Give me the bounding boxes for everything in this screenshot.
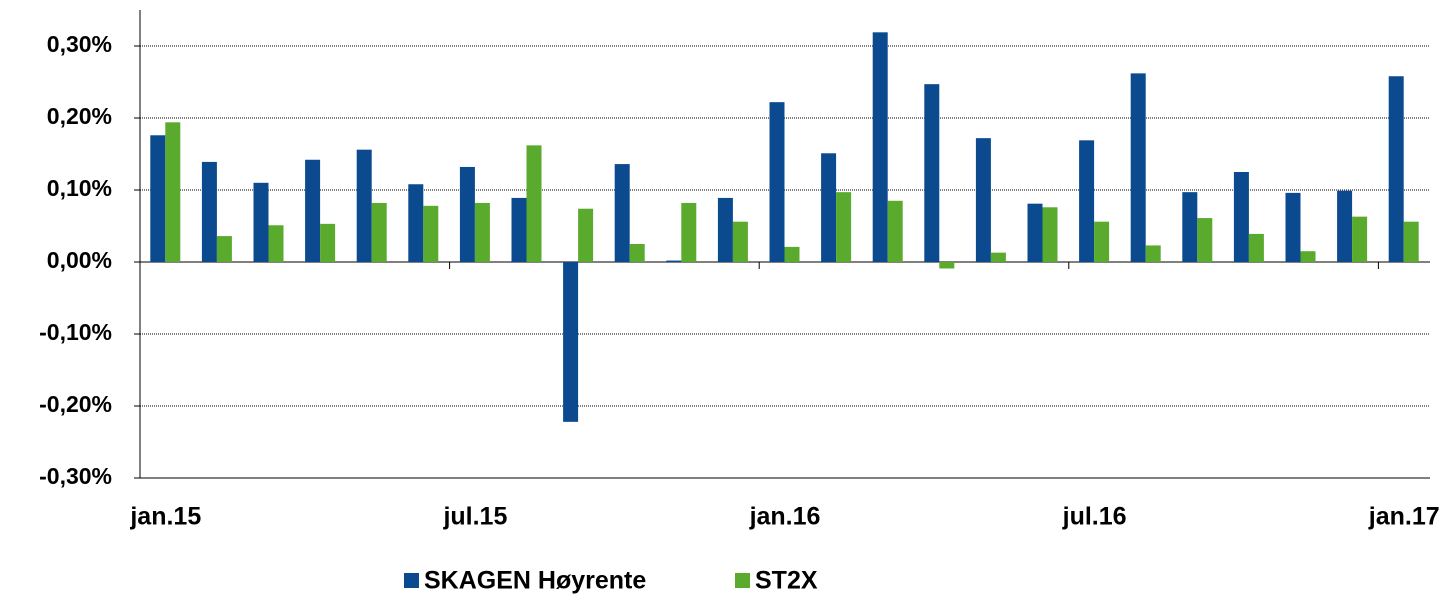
bar (614, 164, 630, 262)
bar (1182, 192, 1198, 262)
bar (732, 221, 748, 262)
bar (578, 208, 594, 262)
bar (939, 262, 955, 269)
bar (150, 135, 166, 262)
bar (1233, 172, 1249, 262)
y-tick-label: -0,20% (39, 391, 112, 417)
bar (305, 159, 321, 262)
bar (201, 161, 217, 262)
x-tick-label: jan.15 (129, 503, 201, 531)
bar (216, 236, 232, 262)
y-tick-label: -0,10% (39, 319, 112, 345)
bar (253, 182, 269, 262)
y-tick-label: 0,20% (47, 103, 112, 129)
bar (1337, 190, 1353, 262)
bar (408, 184, 424, 262)
bar (1300, 251, 1316, 262)
bar (1403, 221, 1419, 262)
bar (717, 197, 733, 262)
x-tick-label: jan.17 (1368, 503, 1440, 531)
legend-label: SKAGEN Høyrente (424, 567, 646, 595)
bar (887, 200, 903, 262)
bar (1248, 233, 1264, 262)
bar (784, 246, 800, 262)
y-tick-label: 0,10% (47, 175, 112, 201)
x-tick-label: jan.16 (749, 503, 821, 531)
bar (511, 197, 527, 262)
legend-swatch (404, 573, 419, 588)
bar (1388, 76, 1404, 263)
bar (769, 102, 785, 262)
y-tick-label: 0,00% (47, 247, 112, 273)
bar (1352, 216, 1368, 262)
y-tick-label: 0,30% (47, 31, 112, 57)
bar (666, 260, 682, 262)
bar (165, 122, 181, 262)
bar (1285, 192, 1301, 262)
y-tick-label: -0,30% (39, 463, 112, 489)
bar (629, 244, 645, 262)
bar (1197, 218, 1213, 262)
x-tick-label: jul.15 (442, 503, 507, 531)
bar (1042, 207, 1058, 262)
bar (563, 262, 579, 422)
bar (371, 202, 387, 262)
bar (1094, 221, 1110, 262)
bar (356, 149, 372, 262)
bar (681, 202, 697, 262)
bar (320, 223, 336, 262)
bar (1145, 245, 1161, 262)
bar (474, 202, 490, 262)
bar (1027, 203, 1043, 262)
bar (872, 32, 888, 262)
legend-swatch (735, 573, 750, 588)
bar (1079, 140, 1095, 262)
bar (836, 192, 852, 262)
bar (268, 225, 284, 262)
legend-label: ST2X (755, 567, 818, 595)
bar (459, 166, 475, 262)
bar (975, 138, 991, 262)
bar (1130, 73, 1146, 262)
bar (990, 252, 1006, 262)
bar (821, 153, 837, 262)
bar (423, 205, 439, 262)
bar (526, 145, 542, 262)
bar (924, 84, 940, 262)
x-tick-label: jul.16 (1062, 503, 1127, 531)
